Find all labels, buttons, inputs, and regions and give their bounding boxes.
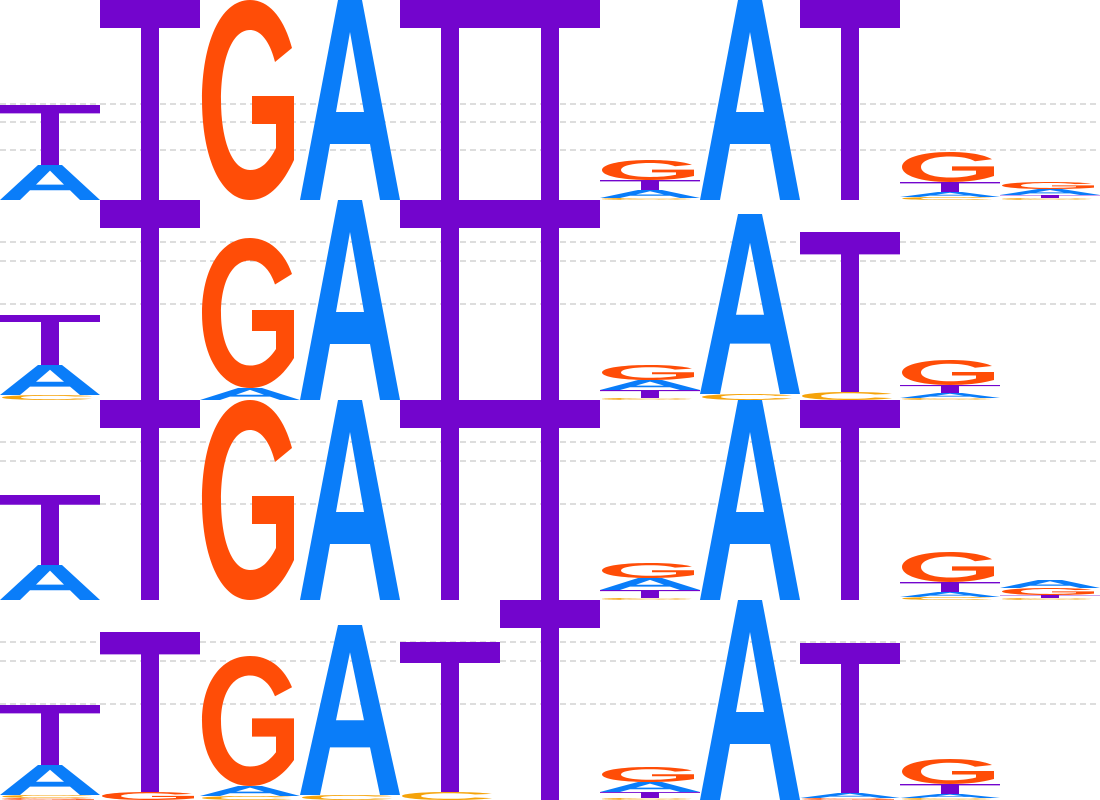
motif-4-pos-5-letter-C <box>402 792 492 800</box>
motif-3-pos-1-letter-T <box>0 495 100 565</box>
motif-4-pos-3-letter-G <box>202 656 294 786</box>
motif-1-pos-1-letter-T <box>0 105 100 165</box>
motif-4-pos-7-letter-A <box>600 782 700 792</box>
motif-2-pos-1-letter-A <box>0 365 100 395</box>
motif-3-pos-4-letter-A <box>300 400 400 600</box>
motif-1-pos-11-letter-A <box>1000 189 1100 195</box>
motif-1 <box>0 0 1100 200</box>
motif-3-pos-11-letter-A <box>1000 580 1100 588</box>
motif-4-pos-10-letter-G <box>902 759 994 784</box>
motif-3-pos-7-letter-G <box>602 563 694 578</box>
motif-4 <box>0 600 1100 800</box>
motif-2-pos-2-letter-T <box>100 200 200 400</box>
motif-2-pos-7-letter-G <box>602 365 694 380</box>
motif-2 <box>0 200 1100 400</box>
motif-2-pos-10-letter-G <box>902 360 994 385</box>
motif-3-pos-11-letter-T <box>1000 595 1100 598</box>
motif-4-pos-2-letter-T <box>100 632 200 792</box>
motif-1-pos-10-letter-C <box>902 197 992 200</box>
motif-2-pos-7-letter-A <box>600 380 700 390</box>
motif-4-pos-10-letter-T <box>900 784 1000 794</box>
motif-4-pos-1-letter-C <box>2 795 92 798</box>
motif-4-pos-3-letter-C <box>202 796 292 800</box>
motif-3-pos-7-letter-A <box>600 578 700 590</box>
motif-4-pos-4-letter-C <box>302 795 392 800</box>
motif-2-pos-10-letter-A <box>900 393 1000 398</box>
motif-2-pos-9-letter-T <box>800 232 900 392</box>
motif-4-pos-4-letter-A <box>300 625 400 795</box>
motif-1-pos-1-letter-A <box>0 165 100 200</box>
motif-1-pos-10-letter-T <box>900 182 1000 192</box>
motif-1-pos-6-letter-T <box>500 0 600 200</box>
motif-4-pos-9-letter-A <box>800 793 900 798</box>
motif-3-pos-3-letter-G <box>202 400 294 600</box>
motif-4-pos-1-letter-A <box>0 765 100 795</box>
motif-2-pos-1-letter-C <box>2 395 92 400</box>
motif-3-pos-10-letter-T <box>900 582 1000 592</box>
motif-2-pos-8-letter-C <box>702 394 792 400</box>
motif-2-pos-4-letter-A <box>300 200 400 400</box>
motif-3-pos-10-letter-A <box>900 592 1000 597</box>
motif-2-pos-6-letter-T <box>500 200 600 400</box>
motif-3-pos-10-letter-C <box>902 597 992 600</box>
motif-3-pos-5-letter-T <box>400 400 500 600</box>
motif-1-pos-7-letter-C <box>602 198 692 200</box>
motif-4-pos-1-letter-T <box>0 705 100 765</box>
motif-1-pos-7-letter-T <box>600 180 700 190</box>
motif-4-pos-10-letter-A <box>900 794 1000 798</box>
motif-2-pos-9-letter-C <box>802 392 892 400</box>
motif-4-pos-8-letter-A <box>700 600 800 800</box>
motif-3-pos-9-letter-T <box>800 400 900 600</box>
motif-4-pos-6-letter-T <box>500 600 600 800</box>
motif-1-pos-4-letter-A <box>300 0 400 200</box>
motif-2-pos-10-letter-T <box>900 385 1000 393</box>
motif-2-pos-3-letter-G <box>202 238 294 388</box>
motif-4-pos-9-letter-T <box>800 643 900 793</box>
motif-4-pos-7-letter-T <box>600 792 700 798</box>
motif-3-pos-10-letter-G <box>902 552 994 582</box>
motif-3-pos-6-letter-T <box>500 400 600 600</box>
motif-3 <box>0 400 1100 600</box>
motif-4-pos-5-letter-T <box>400 642 500 792</box>
motif-1-pos-3-letter-G <box>202 0 294 200</box>
motif-1-pos-10-letter-A <box>900 192 1000 197</box>
motif-2-pos-7-letter-C <box>602 398 692 400</box>
motif-2-pos-8-letter-A <box>700 214 800 394</box>
motif-1-pos-9-letter-T <box>800 0 900 200</box>
motif-1-pos-5-letter-T <box>400 0 500 200</box>
motif-3-pos-11-letter-C <box>1002 598 1092 600</box>
motif-4-pos-7-letter-G <box>602 767 694 782</box>
motif-1-pos-10-letter-G <box>902 152 994 182</box>
motif-2-pos-1-letter-T <box>0 315 100 365</box>
motif-4-pos-3-letter-A <box>200 786 300 796</box>
motif-1-pos-8-letter-A <box>700 0 800 200</box>
motif-1-pos-7-letter-G <box>602 160 694 180</box>
motif-3-pos-8-letter-A <box>700 400 800 600</box>
motif-4-pos-2-letter-G <box>102 792 194 800</box>
motif-2-pos-3-letter-A <box>200 388 300 400</box>
motif-3-pos-11-letter-G <box>1002 588 1094 595</box>
motif-2-pos-10-letter-C <box>902 398 992 400</box>
motif-2-pos-7-letter-T <box>600 390 700 398</box>
motif-1-pos-2-letter-T <box>100 0 200 200</box>
motif-3-pos-2-letter-T <box>100 400 200 600</box>
motif-1-pos-11-letter-T <box>1000 195 1100 198</box>
motif-1-pos-11-letter-G <box>1002 182 1094 189</box>
motif-1-pos-7-letter-A <box>600 190 700 198</box>
motif-3-pos-7-letter-C <box>602 598 692 600</box>
motif-1-pos-11-letter-C <box>1002 198 1092 200</box>
motif-2-pos-5-letter-T <box>400 200 500 400</box>
motif-3-pos-7-letter-T <box>600 590 700 598</box>
motif-3-pos-1-letter-A <box>0 565 100 600</box>
